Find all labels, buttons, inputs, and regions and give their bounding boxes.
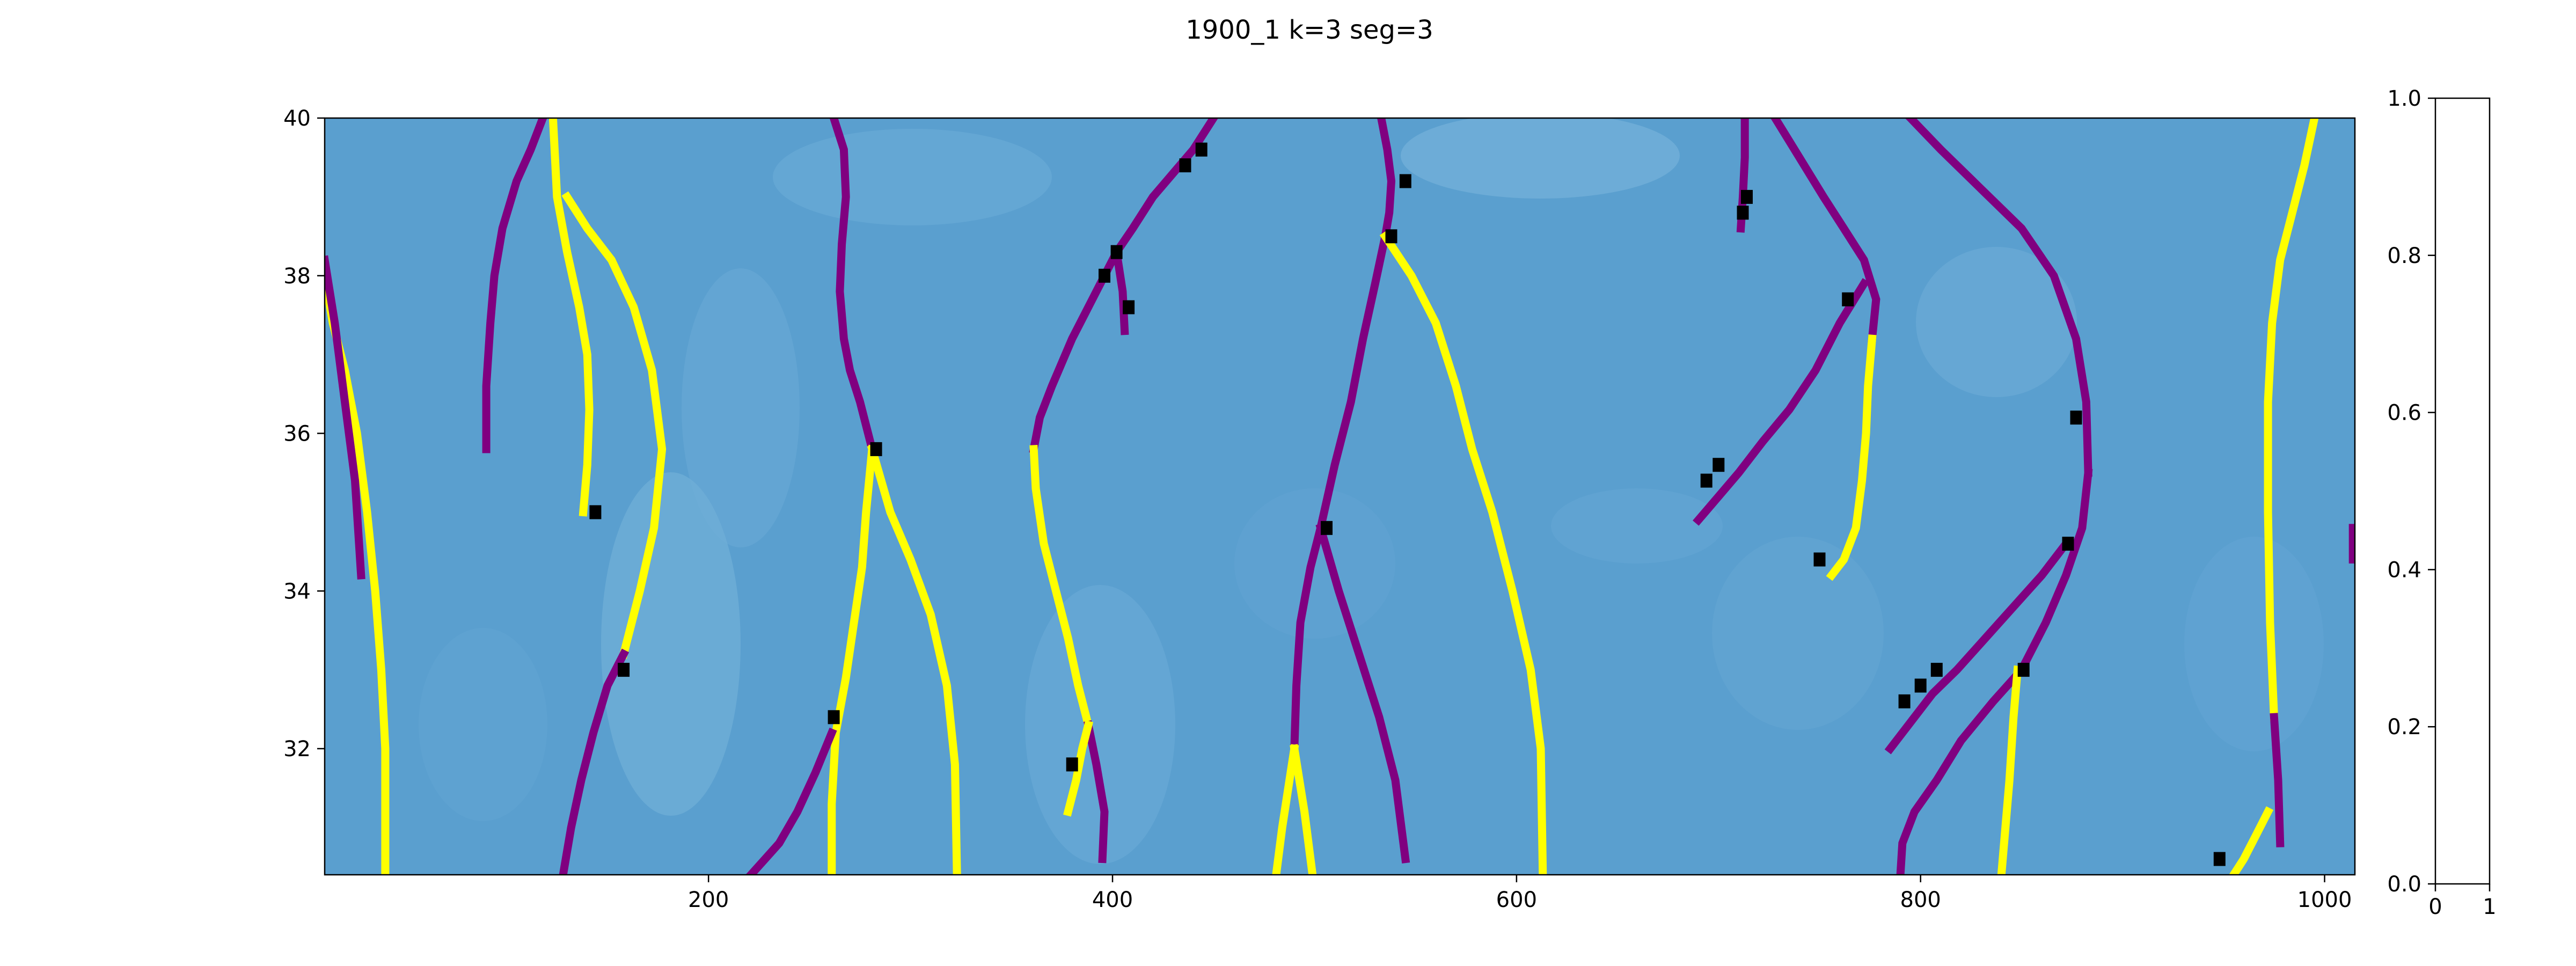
colorbar-y-tick-label: 0.2 [2387, 715, 2421, 740]
purple-curve-21 [1315, 523, 1410, 863]
chart-title: 1900_1 k=3 seg=3 [1185, 15, 1433, 45]
x-tick-label: 400 [1092, 888, 1133, 912]
yellow-curve-31 [2264, 118, 2319, 722]
black-marker [2070, 411, 2082, 425]
purple-curve-26 [1693, 278, 1870, 526]
purple-curve-11 [1029, 246, 1122, 454]
black-marker [828, 710, 840, 724]
black-marker [1914, 678, 1927, 693]
texture-blob [2184, 537, 2324, 751]
black-marker [618, 663, 630, 677]
black-marker [1321, 521, 1333, 535]
y-tick-label: 40 [283, 106, 311, 131]
yellow-curve-30 [1997, 665, 2022, 875]
colorbar-y-tick-label: 0.6 [2387, 401, 2421, 426]
purple-curve-24 [1770, 118, 1880, 343]
purple-curve-27 [1905, 118, 2092, 477]
texture-blob [419, 628, 547, 821]
black-marker [2062, 537, 2074, 551]
black-marker [1195, 142, 1208, 157]
yellow-curve-22 [1290, 744, 1317, 875]
colorbar-x-tick-label: 0 [2428, 895, 2442, 919]
texture-blob [1916, 247, 2077, 397]
black-marker [2017, 663, 2030, 677]
black-marker [1898, 694, 1911, 708]
yellow-curve-14 [1063, 720, 1094, 817]
texture-blob [682, 268, 800, 547]
black-marker [1099, 268, 1110, 283]
y-tick-label: 34 [283, 579, 311, 604]
x-tick-label: 600 [1496, 888, 1537, 912]
yellow-curve-4 [561, 191, 667, 659]
purple-curve-2 [482, 118, 547, 453]
colorbar-x-tick-label: 1 [2483, 895, 2496, 919]
texture-blob [601, 472, 741, 816]
colorbar-y-tick-label: 0.4 [2387, 558, 2421, 582]
purple-curve-16 [1377, 118, 1396, 241]
x-axis: 200 400 600 800 1000 [688, 875, 2352, 912]
yellow-curve-25 [1826, 334, 1877, 581]
background-texture [419, 118, 2324, 864]
yellow-curve-20 [1272, 744, 1299, 875]
yellow-curve-8 [867, 444, 961, 875]
black-marker [1842, 292, 1854, 306]
purple-curve-5 [559, 648, 630, 875]
black-marker [589, 505, 602, 519]
purple-curve-6 [829, 118, 877, 455]
purple-curve-1 [325, 255, 365, 580]
purple-curve-15 [1112, 247, 1129, 335]
x-tick-label: 800 [1900, 888, 1941, 912]
colorbar-y-tick-label: 0.8 [2387, 244, 2421, 268]
black-marker [1930, 663, 1943, 677]
y-tick-label: 32 [283, 737, 311, 762]
yellow-curve-7 [828, 444, 877, 875]
x-tick-label: 200 [688, 888, 729, 912]
black-marker [870, 442, 882, 456]
purple-curve-13 [1084, 720, 1109, 863]
colorbar-y-axis: 0.0 0.2 0.4 0.6 0.8 1.0 [2387, 86, 2435, 897]
yellow-curve-33 [2229, 806, 2274, 875]
black-marker [2213, 852, 2226, 866]
black-marker [1741, 189, 1753, 204]
texture-blob [773, 129, 1052, 225]
curve-layer [325, 118, 2355, 875]
x-tick-label: 1000 [2297, 888, 2352, 912]
y-tick-label: 38 [283, 264, 311, 289]
black-marker [1066, 757, 1078, 772]
yellow-curve-18 [1379, 230, 1547, 875]
black-marker [1179, 158, 1191, 173]
black-marker [1737, 206, 1749, 220]
colorbar-y-tick-label: 0.0 [2387, 872, 2421, 897]
purple-curve-9 [745, 727, 837, 875]
colorbar-frame [2434, 97, 2491, 885]
y-tick-label: 36 [283, 422, 311, 447]
yellow-curve-3 [548, 118, 594, 517]
texture-blob [1712, 537, 1884, 730]
main-axes: 200 400 600 800 1000 32 34 36 38 40 [283, 106, 2356, 912]
black-marker [1123, 300, 1135, 314]
texture-blob [1025, 585, 1175, 864]
y-axis: 32 34 36 38 40 [283, 106, 325, 762]
purple-curve-32 [2270, 713, 2285, 847]
purple-curve-28 [1896, 468, 2093, 875]
purple-curve-29 [1884, 538, 2072, 755]
plot-frame [324, 117, 2356, 876]
colorbar-y-tick-label: 1.0 [2387, 86, 2421, 111]
black-marker [1399, 174, 1411, 188]
black-marker [1700, 473, 1713, 488]
black-marker [1385, 229, 1397, 244]
black-marker [1110, 245, 1123, 259]
purple-curve-19 [1290, 523, 1326, 753]
marker-layer [589, 142, 2226, 866]
purple-curve-17 [1315, 231, 1391, 533]
yellow-curve-12 [1029, 445, 1094, 730]
texture-blob [1551, 488, 1723, 564]
texture-blob [1401, 118, 1680, 199]
black-marker [1813, 552, 1826, 567]
black-marker [1713, 458, 1725, 472]
